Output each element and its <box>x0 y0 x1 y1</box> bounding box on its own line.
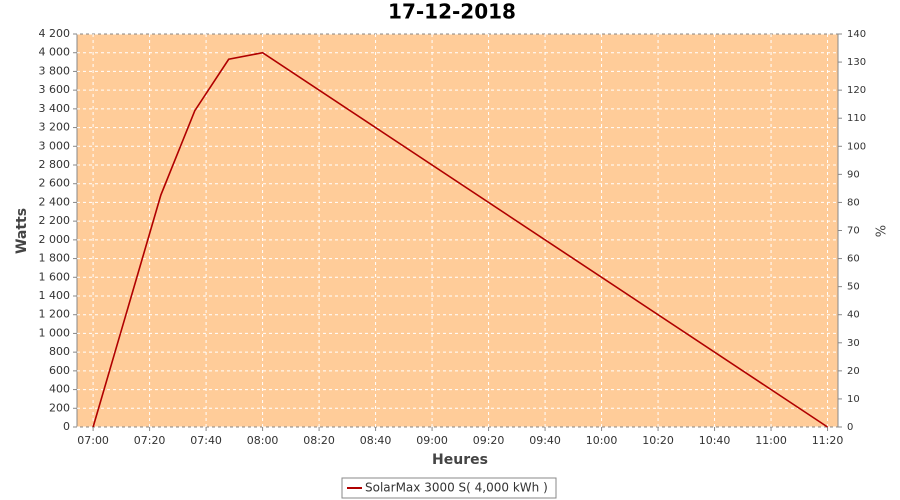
y-tick-label: 2 000 <box>39 233 71 246</box>
y2-tick-label: 60 <box>847 254 860 265</box>
x-tick-label: 11:00 <box>755 434 787 447</box>
x-tick-label: 11:20 <box>812 434 844 447</box>
y2-tick-label: 90 <box>847 169 860 180</box>
plot-area <box>76 33 839 428</box>
y-tick-label: 3 600 <box>39 83 71 96</box>
y-tick-label: 4 000 <box>39 46 71 59</box>
y-tick-label: 2 600 <box>39 177 71 190</box>
y2-tick-label: 100 <box>847 141 866 152</box>
legend-box <box>341 477 557 499</box>
y2-tick-label: 40 <box>847 310 860 321</box>
y-tick-label: 0 <box>63 420 70 433</box>
y-tick-label: 1 000 <box>39 326 71 339</box>
y-tick-label: 2 400 <box>39 195 71 208</box>
legend-label: SolarMax 3000 S( 4,000 kWh ) <box>365 481 548 495</box>
y-tick-label: 1 600 <box>39 270 71 283</box>
y2-tick-label: 0 <box>847 422 853 433</box>
y2-axis-label: % <box>875 225 890 237</box>
x-tick-label: 09:00 <box>416 434 448 447</box>
y2-tick-label: 20 <box>847 366 860 377</box>
x-tick-label: 08:40 <box>360 434 392 447</box>
y-tick-label: 600 <box>49 364 70 377</box>
y-axis-label: Watts <box>14 208 30 254</box>
y-tick-label: 1 200 <box>39 308 71 321</box>
y-tick-label: 800 <box>49 345 70 358</box>
x-tick-label: 10:40 <box>699 434 731 447</box>
y2-tick-label: 130 <box>847 57 866 68</box>
x-tick-label: 07:20 <box>134 434 166 447</box>
x-axis-label: Heures <box>432 452 488 468</box>
x-tick-label: 07:00 <box>77 434 109 447</box>
y-tick-label: 3 000 <box>39 139 71 152</box>
x-tick-label: 09:20 <box>473 434 505 447</box>
y2-tick-label: 10 <box>847 394 860 405</box>
x-tick-label: 08:00 <box>247 434 279 447</box>
y2-tick-label: 30 <box>847 338 860 349</box>
x-tick-label: 08:20 <box>303 434 335 447</box>
y-tick-label: 200 <box>49 401 70 414</box>
y2-tick-label: 110 <box>847 113 866 124</box>
y-tick-label: 2 800 <box>39 158 71 171</box>
y2-tick-label: 50 <box>847 282 860 293</box>
x-tick-label: 07:40 <box>190 434 222 447</box>
chart-title: 17-12-2018 <box>388 0 516 24</box>
y-tick-label: 2 200 <box>39 214 71 227</box>
x-tick-label: 10:00 <box>586 434 618 447</box>
y2-tick-label: 140 <box>847 29 866 40</box>
y-tick-label: 1 800 <box>39 252 71 265</box>
y-tick-label: 400 <box>49 383 70 396</box>
y-tick-label: 3 400 <box>39 102 71 115</box>
x-tick-label: 10:20 <box>642 434 674 447</box>
line-series <box>92 51 828 428</box>
y2-tick-label: 70 <box>847 226 860 237</box>
y-tick-label: 1 400 <box>39 289 71 302</box>
x-tick-label: 09:40 <box>529 434 561 447</box>
y2-tick-label: 80 <box>847 197 860 208</box>
y-tick-label: 3 800 <box>39 64 71 77</box>
y-tick-label: 3 200 <box>39 121 71 134</box>
y2-tick-label: 120 <box>847 85 866 96</box>
y-tick-label: 4 200 <box>39 27 71 40</box>
